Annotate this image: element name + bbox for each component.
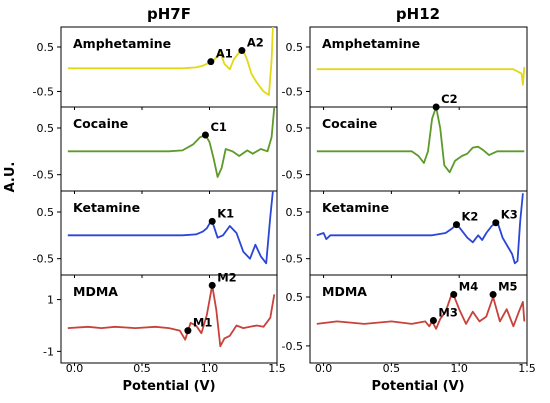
peak-marker-a1 — [207, 58, 215, 66]
peak-marker-m4 — [450, 291, 458, 299]
peak-label-m2: M2 — [217, 270, 236, 284]
peak-marker-m2 — [208, 281, 216, 289]
ph7f-ketamine-panel-label: Ketamine — [73, 200, 140, 215]
ph7f-mdma-y-tick-label: 1 — [47, 294, 54, 307]
ph7f-ketamine-trace — [67, 190, 274, 265]
ph7f-cocaine-y-tick-label: 0.5 — [37, 122, 55, 135]
ph12-ketamine-y-tick-label: -0.5 — [282, 253, 303, 266]
peak-label-m5: M5 — [498, 280, 517, 294]
ph12-amphetamine-y-tick-label: 0.5 — [286, 41, 304, 54]
peak-marker-c2 — [432, 103, 440, 111]
column-ph7f: pH7F Potential (V) 0.5 -0.5 Amphetamine A1 A… — [33, 5, 286, 394]
column-title-ph7f: pH7F — [147, 5, 191, 23]
peak-label-c2: C2 — [441, 92, 457, 106]
ph12-cocaine-y-tick-label: 0.5 — [286, 122, 304, 135]
ph7f-cocaine-panel-label: Cocaine — [73, 116, 128, 131]
ph7f-ketamine-y-tick-label: -0.5 — [33, 253, 54, 266]
ph7f-mdma-y-tick-label: -1 — [43, 345, 54, 358]
peak-marker-m3 — [429, 316, 437, 324]
peak-label-m1: M1 — [193, 316, 212, 330]
ph12-amphetamine-y-tick-label: -0.5 — [282, 85, 303, 98]
ph12-mdma-trace — [316, 291, 526, 330]
peak-label-k1: K1 — [217, 206, 234, 220]
peak-label-a1: A1 — [216, 47, 233, 61]
ph7f-mdma-panel-label: MDMA — [73, 284, 118, 299]
peak-marker-c1 — [201, 131, 209, 139]
ph12-mdma-y-tick-label: -0.5 — [282, 340, 303, 353]
peak-label-a2: A2 — [247, 36, 264, 50]
ph12-amphetamine-trace — [316, 66, 526, 86]
ph12-ketamine-y-tick-label: 0.5 — [286, 206, 304, 219]
ph7f-mdma-trace — [67, 284, 276, 348]
ph7f-ketamine-y-tick-label: 0.5 — [37, 206, 55, 219]
ph7f-cocaine-y-tick-label: -0.5 — [33, 169, 54, 182]
peak-marker-a2 — [238, 47, 246, 55]
ph12-mdma-panel-label: MDMA — [322, 284, 367, 299]
x-tick-label-right: 0.0 — [315, 362, 333, 375]
ph7f-mdma-panel-frame — [60, 274, 278, 364]
column-ph12: pH12 Potential (V) 0.5 -0.5 Amphetamine 0.5… — [282, 5, 536, 394]
ph7f-amphetamine-panel-label: Amphetamine — [73, 36, 171, 51]
x-tick-label-right: 1.5 — [518, 362, 536, 375]
ph12-cocaine-panel-label: Cocaine — [322, 116, 377, 131]
peak-label-k3: K3 — [501, 208, 518, 222]
ph7f-amphetamine-y-tick-label: 0.5 — [37, 41, 55, 54]
ph12-cocaine-trace — [316, 106, 525, 174]
y-axis-label: A.U. — [3, 162, 18, 193]
peak-marker-m5 — [489, 291, 497, 299]
x-tick-label-left: 1.5 — [268, 362, 286, 375]
peak-label-c1: C1 — [210, 120, 226, 134]
x-axis-label-right: Potential (V) — [371, 379, 464, 394]
ph7f-cocaine-trace — [67, 106, 276, 178]
x-tick-label-left: 0.5 — [133, 362, 151, 375]
peak-label-k2: K2 — [461, 210, 478, 224]
column-title-ph12: pH12 — [396, 5, 440, 23]
ph12-mdma-y-tick-label: 0.5 — [286, 291, 304, 304]
peak-marker-k3 — [492, 219, 500, 227]
peak-marker-k2 — [452, 221, 460, 229]
x-tick-label-right: 0.5 — [383, 362, 401, 375]
ph7f-amphetamine-y-tick-label: -0.5 — [33, 85, 54, 98]
peak-label-m3: M3 — [438, 305, 457, 319]
peak-marker-m1 — [184, 327, 192, 335]
ph12-ketamine-panel-label: Ketamine — [322, 200, 389, 215]
ph7f-amphetamine-trace — [67, 26, 274, 96]
peak-label-m4: M4 — [459, 280, 478, 294]
x-axis-label-left: Potential (V) — [122, 379, 215, 394]
x-tick-label-left: 1.0 — [201, 362, 219, 375]
ph12-mdma-panel-frame — [309, 274, 528, 364]
peak-marker-k1 — [208, 217, 216, 225]
ph12-amphetamine-panel-label: Amphetamine — [322, 36, 420, 51]
ph12-ketamine-trace — [316, 193, 524, 265]
ph12-cocaine-y-tick-label: -0.5 — [282, 169, 303, 182]
x-tick-label-right: 1.0 — [450, 362, 468, 375]
x-tick-label-left: 0.0 — [66, 362, 84, 375]
